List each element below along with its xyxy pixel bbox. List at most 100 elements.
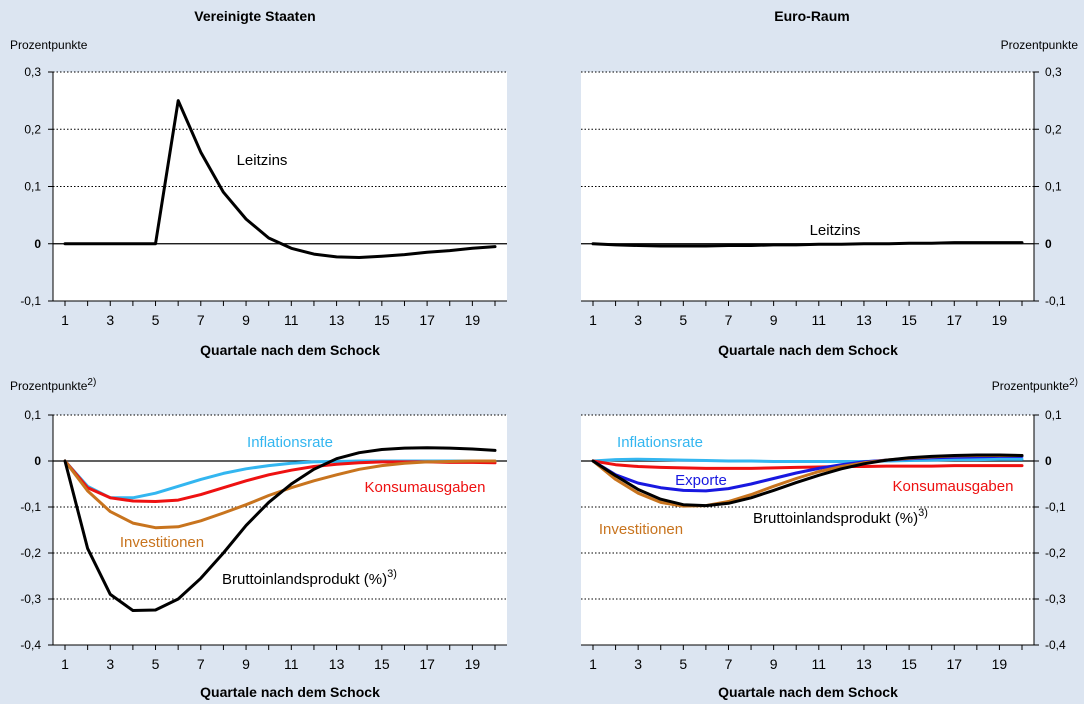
x-axis-label: Quartale nach dem Schock bbox=[718, 684, 898, 700]
series-line-leitzins bbox=[591, 241, 1024, 248]
y-axis-label: Prozentpunkte bbox=[1001, 38, 1079, 52]
series-label-bruttoinlandsprodukt: Bruttoinlandsprodukt (%)3) bbox=[753, 507, 928, 527]
y-tick-label: 0,1 bbox=[1045, 180, 1062, 194]
series-label-leitzins: Leitzins bbox=[237, 152, 288, 169]
y-tick-label: 0,1 bbox=[24, 408, 41, 422]
x-tick-label: 1 bbox=[61, 656, 69, 672]
x-tick-label: 7 bbox=[197, 312, 205, 328]
y-tick-label: -0,3 bbox=[20, 592, 41, 606]
x-axis-label: Quartale nach dem Schock bbox=[718, 342, 898, 358]
y-tick-label: -0,1 bbox=[20, 294, 41, 308]
y-tick-label: 0,2 bbox=[1045, 122, 1062, 136]
x-tick-label: 17 bbox=[946, 656, 962, 672]
x-tick-label: 13 bbox=[856, 656, 872, 672]
series-label-bruttoinlandsprodukt: Bruttoinlandsprodukt (%)3) bbox=[222, 568, 397, 588]
y-tick-label: 0,2 bbox=[24, 122, 41, 136]
x-tick-label: 15 bbox=[374, 656, 390, 672]
x-tick-label: 1 bbox=[61, 312, 69, 328]
y-tick-label: -0,1 bbox=[1045, 294, 1066, 308]
y-axis-label: Prozentpunkte2) bbox=[992, 377, 1078, 393]
x-tick-label: 7 bbox=[725, 656, 733, 672]
x-tick-label: 5 bbox=[679, 312, 687, 328]
series-line-leitzins bbox=[63, 99, 497, 259]
y-tick-label: 0,3 bbox=[1045, 65, 1062, 79]
y-tick-label: -0,4 bbox=[1045, 638, 1066, 652]
chart-title: Euro-Raum bbox=[774, 8, 849, 24]
y-tick-label: 0 bbox=[1045, 237, 1052, 251]
series-line-bruttoinlandsprodukt bbox=[63, 446, 497, 612]
plot-area: -0,4-0,3-0,2-0,100,11 3 5 7 9 11 13 15 17 19 bbox=[581, 408, 1066, 672]
y-tick-label: -0,2 bbox=[1045, 546, 1066, 560]
y-tick-label: -0,1 bbox=[20, 500, 41, 514]
x-axis-label: Quartale nach dem Schock bbox=[200, 684, 380, 700]
x-tick-label: 13 bbox=[329, 312, 345, 328]
chart-panel-us-components: -0,4-0,3-0,2-0,100,11 3 5 7 9 11 13 15 17 19 Proz… bbox=[10, 377, 507, 700]
y-tick-label: -0,2 bbox=[20, 546, 41, 560]
y-axis-label: Prozentpunkte2) bbox=[10, 377, 96, 393]
series-label-exporte: Exporte bbox=[675, 472, 727, 489]
x-tick-label: 3 bbox=[634, 312, 642, 328]
x-tick-label: 17 bbox=[419, 656, 435, 672]
chart-panel-us-leitzins: -0,100,10,20,31 3 5 7 9 11 13 15 17 19 Vereinigte… bbox=[10, 8, 507, 358]
x-tick-label: 3 bbox=[106, 312, 114, 328]
y-tick-label: 0 bbox=[34, 454, 41, 468]
y-tick-label: -0,1 bbox=[1045, 500, 1066, 514]
series-label-konsumausgaben: Konsumausgaben bbox=[893, 478, 1014, 495]
x-tick-label: 11 bbox=[284, 312, 299, 328]
y-tick-label: 0,3 bbox=[24, 65, 41, 79]
chart-panel-euro-components: -0,4-0,3-0,2-0,100,11 3 5 7 9 11 13 15 17 19 Proz… bbox=[581, 377, 1078, 700]
y-tick-label: 0,1 bbox=[1045, 408, 1062, 422]
x-tick-label: 9 bbox=[242, 312, 250, 328]
x-tick-label: 17 bbox=[419, 312, 435, 328]
plot-background bbox=[581, 72, 1034, 301]
x-tick-label: 9 bbox=[770, 312, 778, 328]
x-tick-label: 15 bbox=[374, 312, 390, 328]
x-tick-label: 1 bbox=[589, 312, 597, 328]
y-tick-label: -0,3 bbox=[1045, 592, 1066, 606]
plot-background bbox=[581, 415, 1034, 645]
series-line-inflationsrate bbox=[591, 457, 1024, 463]
y-tick-label: 0 bbox=[34, 237, 41, 251]
x-tick-label: 9 bbox=[242, 656, 250, 672]
series-label-investitionen: Investitionen bbox=[599, 521, 683, 538]
x-axis-label: Quartale nach dem Schock bbox=[200, 342, 380, 358]
x-tick-label: 19 bbox=[465, 656, 481, 672]
series-label-konsumausgaben: Konsumausgaben bbox=[365, 479, 486, 496]
x-tick-label: 15 bbox=[901, 656, 917, 672]
series-label-inflationsrate: Inflationsrate bbox=[247, 434, 333, 451]
x-tick-label: 19 bbox=[992, 312, 1008, 328]
x-tick-label: 7 bbox=[725, 312, 733, 328]
x-tick-label: 3 bbox=[634, 656, 642, 672]
x-tick-label: 19 bbox=[992, 656, 1008, 672]
series-label-investitionen: Investitionen bbox=[120, 534, 204, 551]
x-tick-label: 15 bbox=[901, 312, 917, 328]
x-tick-label: 5 bbox=[679, 656, 687, 672]
y-tick-label: 0,1 bbox=[24, 180, 41, 194]
y-tick-label: -0,4 bbox=[20, 638, 41, 652]
plot-area: -0,100,10,20,31 3 5 7 9 11 13 15 17 19 bbox=[20, 65, 507, 328]
series-label-inflationsrate: Inflationsrate bbox=[617, 434, 703, 451]
x-tick-label: 17 bbox=[946, 312, 962, 328]
series-line-konsumausgaben bbox=[591, 459, 1024, 470]
series-label-leitzins: Leitzins bbox=[810, 222, 861, 239]
chart-title: Vereinigte Staaten bbox=[194, 8, 315, 24]
plot-area: -0,4-0,3-0,2-0,100,11 3 5 7 9 11 13 15 17 19 bbox=[20, 408, 507, 672]
x-tick-label: 11 bbox=[812, 656, 827, 672]
plot-area: -0,100,10,20,31 3 5 7 9 11 13 15 17 19 bbox=[581, 65, 1066, 328]
chart-panel-euro-leitzins: -0,100,10,20,31 3 5 7 9 11 13 15 17 19 Euro-Raum … bbox=[581, 8, 1078, 358]
y-tick-label: 0 bbox=[1045, 454, 1052, 468]
x-tick-label: 7 bbox=[197, 656, 205, 672]
x-tick-label: 9 bbox=[770, 656, 778, 672]
series-line-bruttoinlandsprodukt bbox=[591, 453, 1024, 508]
x-tick-label: 19 bbox=[465, 312, 481, 328]
x-tick-label: 11 bbox=[284, 656, 299, 672]
x-tick-label: 3 bbox=[106, 656, 114, 672]
y-axis-label: Prozentpunkte bbox=[10, 38, 88, 52]
x-tick-label: 5 bbox=[152, 312, 160, 328]
x-tick-label: 1 bbox=[589, 656, 597, 672]
x-tick-label: 13 bbox=[329, 656, 345, 672]
x-tick-label: 11 bbox=[812, 312, 827, 328]
x-tick-label: 5 bbox=[152, 656, 160, 672]
x-tick-label: 13 bbox=[856, 312, 872, 328]
